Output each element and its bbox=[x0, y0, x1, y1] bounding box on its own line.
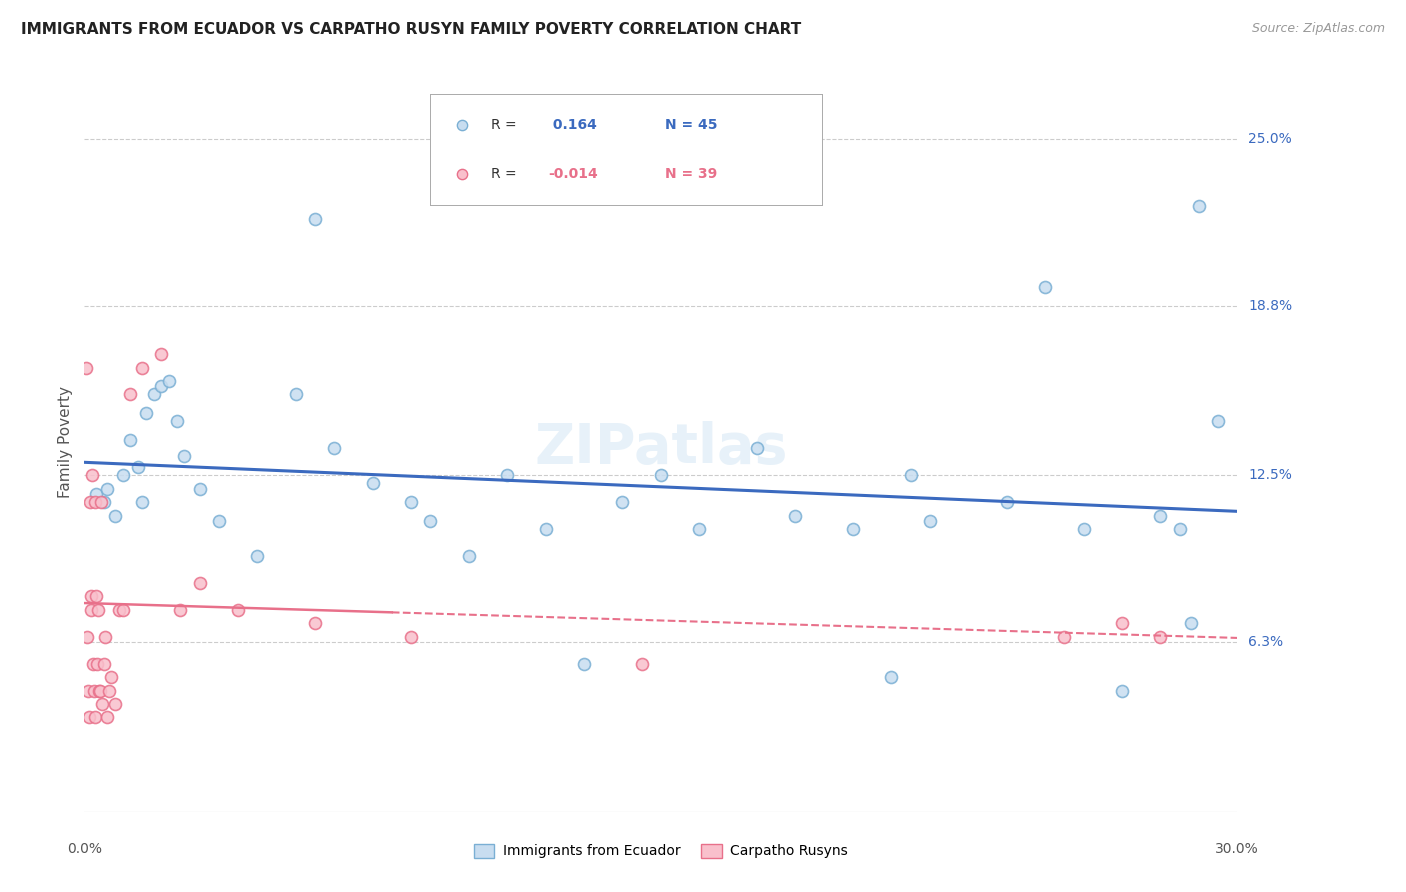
Point bbox=[131, 360, 153, 375]
Point bbox=[842, 522, 865, 536]
Text: 0.0%: 0.0% bbox=[67, 842, 101, 856]
Point bbox=[135, 406, 157, 420]
Point bbox=[323, 442, 346, 456]
Point bbox=[650, 468, 672, 483]
Point bbox=[157, 374, 180, 388]
Point bbox=[108, 603, 131, 617]
Point bbox=[93, 495, 115, 509]
Point bbox=[1168, 522, 1191, 536]
Point bbox=[399, 630, 422, 644]
Text: IMMIGRANTS FROM ECUADOR VS CARPATHO RUSYN FAMILY POVERTY CORRELATION CHART: IMMIGRANTS FROM ECUADOR VS CARPATHO RUSY… bbox=[21, 22, 801, 37]
Point bbox=[246, 549, 269, 563]
Point bbox=[79, 495, 101, 509]
Point bbox=[1073, 522, 1095, 536]
Point bbox=[93, 657, 115, 671]
Point bbox=[880, 670, 903, 684]
Point bbox=[1111, 616, 1133, 631]
Point bbox=[166, 414, 188, 428]
Point bbox=[120, 433, 142, 447]
Point bbox=[630, 657, 652, 671]
Point bbox=[142, 387, 165, 401]
Point bbox=[534, 522, 557, 536]
Text: 12.5%: 12.5% bbox=[1249, 468, 1292, 483]
Point bbox=[77, 683, 100, 698]
Point bbox=[84, 487, 107, 501]
Point bbox=[83, 710, 105, 724]
Point bbox=[76, 630, 98, 644]
Point bbox=[226, 603, 249, 617]
Point bbox=[496, 468, 519, 483]
Point bbox=[785, 508, 807, 523]
Point bbox=[77, 710, 100, 724]
Point bbox=[104, 508, 127, 523]
Point bbox=[1149, 508, 1171, 523]
Point bbox=[188, 482, 211, 496]
Point bbox=[612, 495, 634, 509]
Text: 6.3%: 6.3% bbox=[1249, 635, 1284, 649]
Point bbox=[1149, 630, 1171, 644]
Point bbox=[208, 514, 231, 528]
Point bbox=[1033, 279, 1056, 293]
Point bbox=[918, 514, 941, 528]
Point bbox=[1111, 683, 1133, 698]
Point bbox=[304, 212, 326, 227]
Point bbox=[995, 495, 1018, 509]
Point bbox=[96, 710, 118, 724]
Point bbox=[84, 590, 107, 604]
Point bbox=[90, 697, 112, 711]
Legend: Immigrants from Ecuador, Carpatho Rusyns: Immigrants from Ecuador, Carpatho Rusyns bbox=[468, 838, 853, 864]
Point bbox=[745, 442, 768, 456]
Point bbox=[86, 657, 108, 671]
Point bbox=[94, 630, 117, 644]
Point bbox=[572, 657, 595, 671]
Point bbox=[1180, 616, 1202, 631]
Point bbox=[1188, 199, 1211, 213]
Point bbox=[80, 468, 103, 483]
Point bbox=[84, 495, 107, 509]
Text: 18.8%: 18.8% bbox=[1249, 299, 1292, 312]
Point bbox=[169, 603, 191, 617]
Point bbox=[83, 683, 105, 698]
Point bbox=[361, 476, 384, 491]
Point bbox=[304, 616, 326, 631]
Point bbox=[188, 575, 211, 590]
Point bbox=[1206, 414, 1229, 428]
Point bbox=[89, 683, 111, 698]
Point bbox=[284, 387, 307, 401]
Point bbox=[900, 468, 922, 483]
Point bbox=[82, 657, 104, 671]
Point bbox=[87, 603, 110, 617]
Point bbox=[150, 347, 173, 361]
Point bbox=[688, 522, 710, 536]
Point bbox=[111, 603, 134, 617]
Point bbox=[1053, 630, 1076, 644]
Point bbox=[419, 514, 441, 528]
Point bbox=[120, 387, 142, 401]
Text: Source: ZipAtlas.com: Source: ZipAtlas.com bbox=[1251, 22, 1385, 36]
Point bbox=[111, 468, 134, 483]
Point bbox=[131, 495, 153, 509]
Point bbox=[80, 603, 103, 617]
Point bbox=[399, 495, 422, 509]
Text: 30.0%: 30.0% bbox=[1215, 842, 1260, 856]
Point bbox=[457, 549, 479, 563]
Point bbox=[150, 379, 173, 393]
Point bbox=[89, 495, 111, 509]
Point bbox=[80, 590, 103, 604]
Point bbox=[127, 460, 149, 475]
Point bbox=[75, 360, 97, 375]
Text: ZIPatlas: ZIPatlas bbox=[534, 421, 787, 475]
Point bbox=[98, 683, 121, 698]
Point bbox=[87, 683, 110, 698]
Point bbox=[96, 482, 118, 496]
Text: 25.0%: 25.0% bbox=[1249, 132, 1292, 145]
Point bbox=[100, 670, 122, 684]
Y-axis label: Family Poverty: Family Poverty bbox=[58, 385, 73, 498]
Point bbox=[173, 450, 195, 464]
Point bbox=[104, 697, 127, 711]
